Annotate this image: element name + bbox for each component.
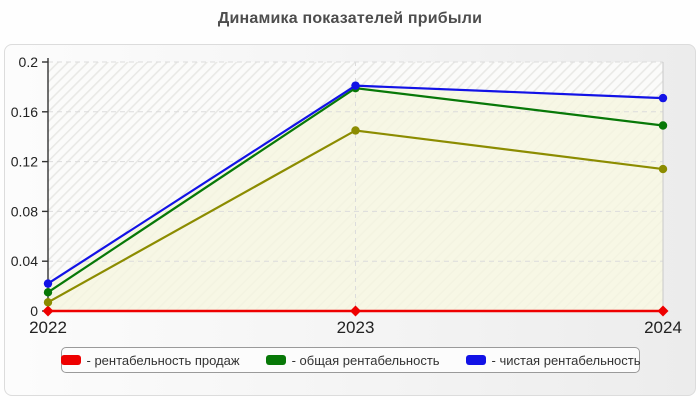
legend-item-total-profitability: - общая рентабельность [265,352,440,368]
y-tick-label: 0.2 [19,54,39,70]
green-legend-swatch-icon [265,355,286,365]
legend-item-net-profitability: - чистая рентабельность [465,352,641,368]
x-tick-label: 2023 [337,318,375,337]
circle-marker [658,93,668,103]
legend-label: - рентабельность продаж [86,352,240,368]
x-tick-label: 2024 [644,318,682,337]
diamond-marker [350,305,361,317]
circle-marker [43,279,53,288]
blue-legend-swatch-icon [465,355,486,365]
circle-marker [43,288,53,297]
diamond-marker [657,305,669,317]
y-tick-label: 0.16 [11,104,38,120]
chart-legend: - рентабельность продаж - общая рентабел… [60,347,641,373]
diamond-marker [42,305,54,317]
circle-marker [658,121,668,130]
x-tick-label: 2022 [29,318,67,337]
y-tick-label: 0 [30,303,38,319]
circle-marker [351,81,360,90]
legend-label: - общая рентабельность [291,352,440,368]
legend-item-sales-profitability: - рентабельность продаж [60,352,240,368]
red-legend-swatch-icon [60,355,81,365]
profit-line-chart: 0 0.04 0.08 0.12 0.16 0.2 2022 2023 2024 [11,54,682,337]
circle-marker [658,164,668,174]
circle-marker [351,126,360,135]
circle-marker [43,298,53,307]
y-tick-label: 0.08 [11,203,38,219]
chart-panel: 0 0.04 0.08 0.12 0.16 0.2 2022 2023 2024 - рента… [4,44,696,396]
chart-title: Динамика показателей прибыли [217,10,483,27]
y-tick-label: 0.04 [11,253,38,269]
legend-label: - чистая рентабельность [491,352,641,368]
y-tick-label: 0.12 [11,154,38,170]
